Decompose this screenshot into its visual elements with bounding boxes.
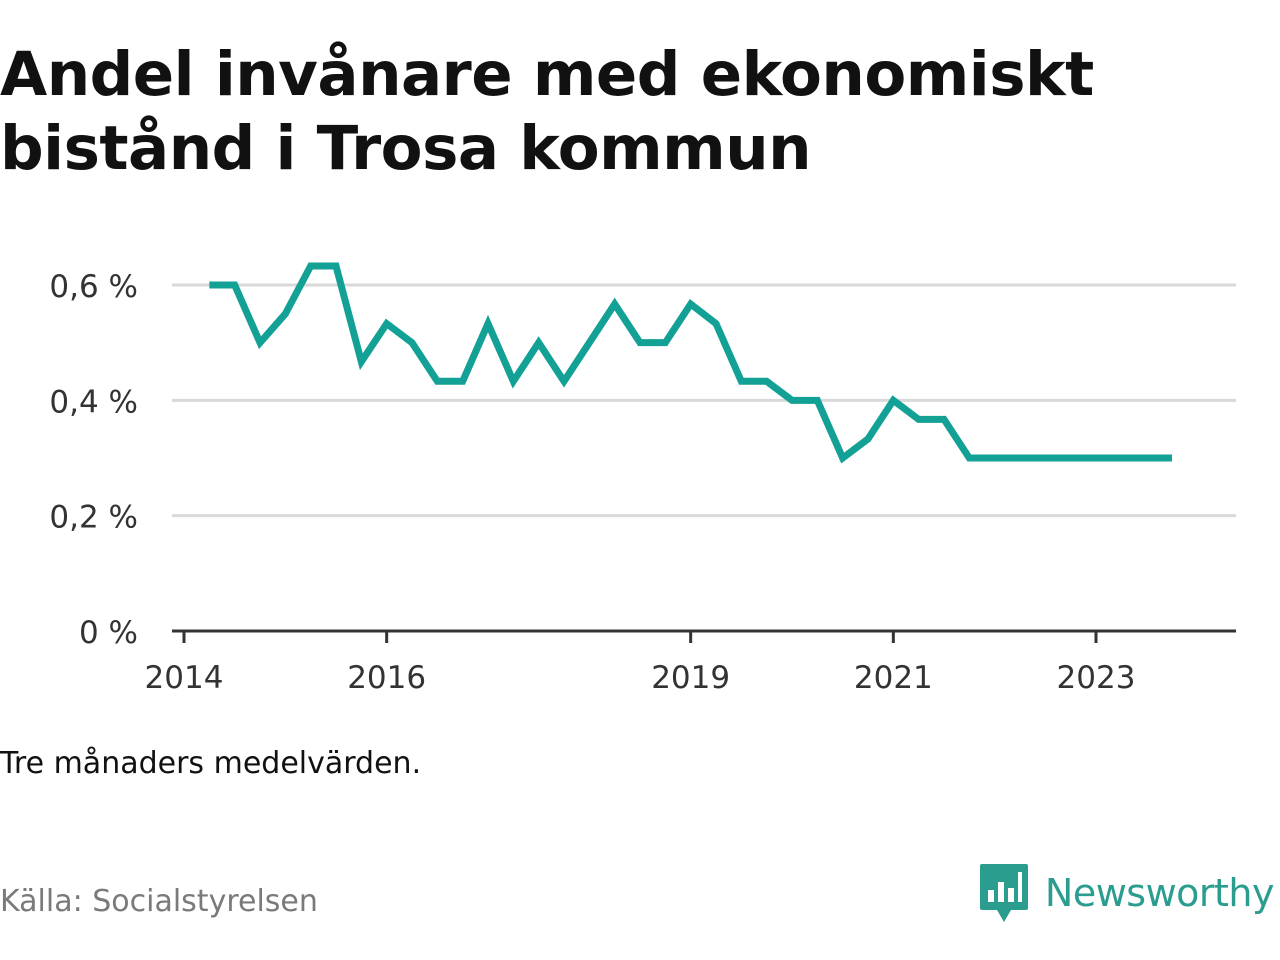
chart-note: Tre månaders medelvärden. <box>0 746 422 781</box>
y-tick-label: 0,4 % <box>49 384 138 420</box>
x-axis-tick-labels: 2014 2016 2019 2021 2023 <box>145 660 1136 696</box>
y-tick-label: 0 % <box>79 615 138 651</box>
series-line <box>209 262 1172 464</box>
x-axis <box>172 629 1236 643</box>
y-tick-label: 0,2 % <box>49 500 138 536</box>
x-tick-label: 2016 <box>347 660 426 696</box>
y-tick-label: 0,6 % <box>49 269 138 305</box>
bar-chart-speech-bubble-icon <box>979 864 1028 922</box>
x-tick-label: 2019 <box>651 660 730 696</box>
source-label: Källa: Socialstyrelsen <box>0 884 318 919</box>
logo-text: Newsworthy <box>1044 871 1275 915</box>
chart-title: Andel invånare med ekonomiskt bistånd i … <box>0 39 1094 184</box>
newsworthy-logo[interactable]: Newsworthy <box>979 862 1275 924</box>
gridlines <box>172 283 1236 518</box>
series-layer <box>209 262 1172 464</box>
line-chart: 0 % 0,2 % 0,4 % 0,6 % 2014 2016 2019 2021 2023 <box>49 262 1236 696</box>
y-axis-tick-labels: 0 % 0,2 % 0,4 % 0,6 % <box>49 269 138 651</box>
x-tick-label: 2014 <box>145 660 224 696</box>
x-tick-label: 2023 <box>1057 660 1136 696</box>
x-tick-label: 2021 <box>854 660 933 696</box>
